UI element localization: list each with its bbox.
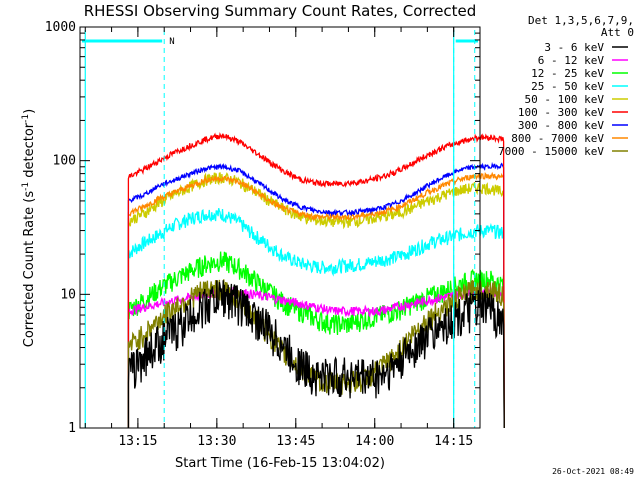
plot-frame (79, 26, 481, 429)
legend-label-0: 3 - 6 keV (544, 41, 604, 54)
x-tick-label-2: 13:45 (276, 434, 315, 449)
y-tick-label-2: 100 (53, 154, 76, 169)
footer-timestamp: 26-Oct-2021 08:49 (552, 467, 634, 476)
legend-header-line-1: Det 1,3,5,6,7,9, (528, 14, 634, 27)
series-line-8 (127, 279, 505, 429)
legend-label-1: 6 - 12 keV (538, 54, 605, 67)
series-line-6 (127, 161, 505, 429)
legend-label-5: 100 - 300 keV (518, 106, 604, 119)
x-axis-ticks: 13:15 13:30 13:45 14:00 14:15 (84, 27, 473, 449)
series-line-3 (127, 208, 505, 429)
flag-label-0: N (169, 37, 174, 47)
series-line-2 (127, 251, 505, 429)
plot-area: N 1 10 100 1000 13:15 13:30 13:45 14:00 14:15 (45, 20, 505, 449)
x-tick-label-1: 13:30 (197, 434, 236, 449)
legend-label-3: 25 - 50 keV (531, 80, 604, 93)
legend-label-8: 7000 - 15000 keV (498, 145, 604, 158)
series-layer (127, 131, 505, 429)
x-tick-label-4: 14:15 (434, 434, 473, 449)
series-line-5 (127, 131, 505, 429)
y-tick-label-1: 10 (60, 287, 76, 302)
series-line-7 (127, 171, 505, 429)
flag-layer: N (82, 30, 478, 428)
chart-title: RHESSI Observing Summary Count Rates, Co… (84, 2, 477, 20)
y-axis-label: Corrected Count Rate (s-1 detector-1) (21, 109, 37, 347)
y-tick-label-3: 1000 (45, 20, 76, 35)
legend-header-line-2: Att 0 (601, 26, 634, 39)
legend-label-7: 800 - 7000 keV (511, 132, 604, 145)
series-line-0 (127, 280, 505, 429)
x-tick-label-3: 14:00 (355, 434, 394, 449)
legend-label-6: 300 - 800 keV (518, 119, 604, 132)
y-tick-label-0: 1 (68, 421, 76, 436)
x-tick-label-0: 13:15 (118, 434, 157, 449)
x-axis-label: Start Time (16-Feb-15 13:04:02) (175, 456, 385, 471)
y-axis-ticks: 1 10 100 1000 (45, 20, 480, 436)
legend-label-2: 12 - 25 keV (531, 67, 604, 80)
legend-label-4: 50 - 100 keV (525, 93, 605, 106)
